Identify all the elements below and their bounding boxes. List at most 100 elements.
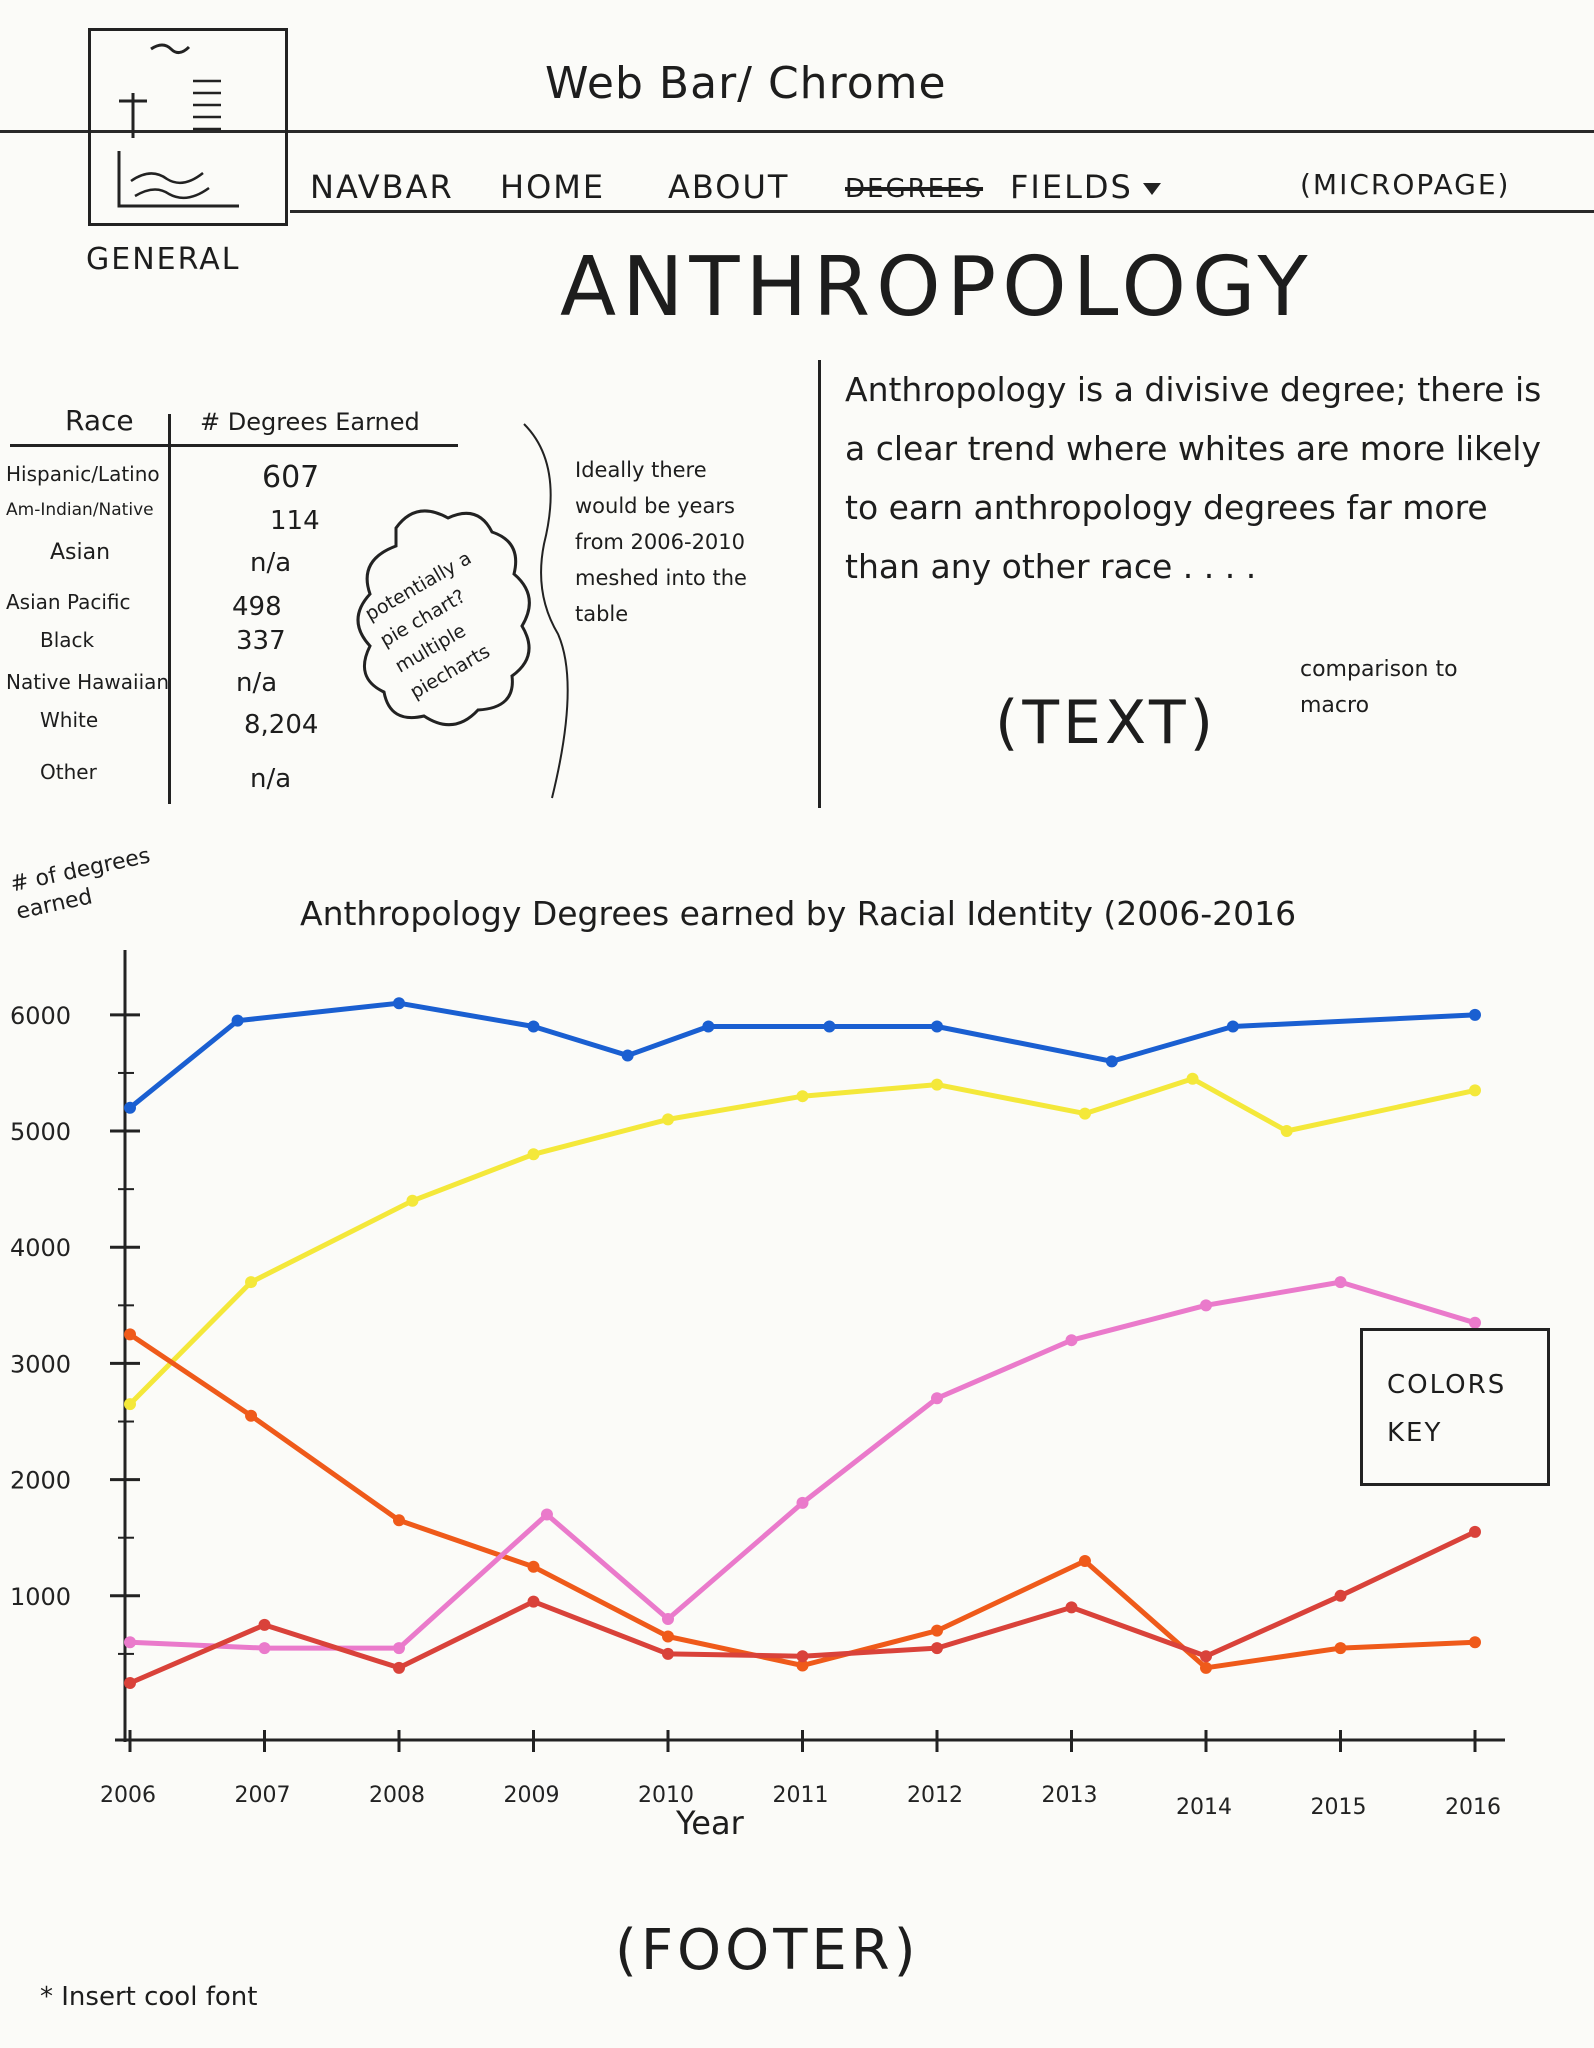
series-point-0 [1105, 1055, 1118, 1068]
series-point-0 [124, 1101, 136, 1114]
logo-sketch-icon [117, 43, 239, 208]
table-row-value: 498 [232, 592, 282, 622]
nav-struck-label: DEGREES [845, 174, 984, 204]
table-row-value: n/a [250, 764, 292, 794]
series-point-3 [1334, 1276, 1347, 1289]
series-point-0 [527, 1020, 540, 1033]
nav-home[interactable]: HOME [500, 168, 606, 206]
navbar-bottom-line [290, 210, 1594, 213]
table-row-value: 337 [236, 626, 286, 656]
y-tick-label: 3000 [10, 1350, 71, 1378]
series-point-1 [245, 1276, 258, 1289]
browser-top-line [0, 130, 1594, 133]
series-point-0 [393, 997, 405, 1010]
y-tick-label: 1000 [10, 1583, 71, 1611]
series-point-3 [1065, 1334, 1078, 1347]
series-point-2 [245, 1409, 258, 1422]
series-point-4 [527, 1595, 540, 1608]
y-tick-label: 5000 [10, 1118, 71, 1146]
x-tick-label: 2015 [1311, 1795, 1367, 1820]
series-point-0 [1226, 1020, 1239, 1033]
table-row-value: 607 [262, 460, 320, 495]
x-tick-label: 2014 [1176, 1795, 1232, 1820]
y-tick-label: 4000 [10, 1234, 71, 1262]
series-point-1 [1186, 1072, 1199, 1085]
legend-label: COLORS KEY [1387, 1370, 1507, 1448]
nav-fields-dropdown[interactable]: FIELDS [1010, 168, 1161, 206]
x-tick-label: 2008 [369, 1783, 425, 1808]
series-point-4 [393, 1661, 405, 1674]
series-point-2 [527, 1560, 540, 1573]
series-point-3 [393, 1642, 405, 1655]
table-row-race: Native Hawaiian [6, 670, 170, 694]
series-point-3 [258, 1642, 271, 1655]
table-row-value: n/a [250, 548, 292, 578]
series-point-2 [393, 1514, 405, 1527]
series-point-1 [124, 1398, 136, 1411]
chart-title: Anthropology Degrees earned by Racial Id… [300, 894, 1297, 933]
series-point-0 [702, 1020, 715, 1033]
table-row-race: Hispanic/Latino [6, 462, 160, 486]
x-tick-label: 2006 [100, 1783, 156, 1808]
series-point-3 [931, 1392, 943, 1405]
series-point-1 [406, 1194, 419, 1207]
page-title: ANTHROPOLOGY [560, 240, 1314, 335]
series-point-4 [1065, 1601, 1078, 1614]
table-row-value: 8,204 [244, 710, 319, 740]
series-point-3 [1469, 1316, 1481, 1329]
series-point-3 [662, 1613, 674, 1626]
x-tick-label: 2013 [1042, 1783, 1098, 1808]
series-point-0 [231, 1014, 244, 1027]
series-point-4 [1200, 1650, 1212, 1663]
series-point-2 [1078, 1554, 1091, 1567]
x-tick-label: 2016 [1445, 1795, 1501, 1820]
table-header-degrees: # Degrees Earned [200, 408, 420, 436]
browser-bar-label: Web Bar/ Chrome [545, 58, 947, 109]
series-point-3 [124, 1636, 136, 1649]
series-point-0 [823, 1020, 836, 1033]
x-tick-label: 2009 [504, 1783, 560, 1808]
table-row-race: Asian [50, 540, 111, 565]
series-point-4 [1334, 1589, 1347, 1602]
navbar-label: NAVBAR [310, 168, 454, 206]
series-line-3 [127, 1279, 1478, 1651]
color-key-legend: COLORS KEY [1360, 1328, 1550, 1486]
table-row-value: 114 [270, 506, 320, 536]
side-note: Ideally there would be years from 2006-2… [575, 458, 747, 626]
series-point-2 [124, 1328, 136, 1341]
series-point-0 [1469, 1008, 1481, 1021]
nav-about[interactable]: ABOUT [668, 168, 790, 206]
chevron-down-icon [1142, 183, 1161, 195]
series-point-4 [124, 1676, 136, 1689]
series-point-2 [662, 1630, 674, 1643]
table-header-race: Race [65, 404, 134, 437]
series-point-4 [931, 1642, 943, 1655]
x-tick-label: 2010 [638, 1783, 694, 1808]
table-header-rule [10, 444, 458, 447]
description-text: Anthropology is a divisive degree; there… [845, 370, 1542, 586]
series-point-1 [527, 1148, 540, 1161]
line-chart: 1000 2000 3000 4000 5000 6000 2006 2007 2008 2009… [10, 950, 1505, 1820]
series-point-2 [1334, 1642, 1347, 1655]
series-point-3 [1200, 1299, 1212, 1312]
series-point-2 [796, 1659, 809, 1672]
nav-micropage[interactable]: (MICROPAGE) [1300, 168, 1511, 201]
nav-fields-label: FIELDS [1010, 168, 1133, 206]
series-point-1 [1280, 1125, 1293, 1138]
y-tick-label: 2000 [10, 1467, 71, 1495]
thought-cloud-icon [356, 509, 531, 727]
table-row-race: White [40, 708, 99, 732]
chart-x-axis-label: Year [676, 1804, 744, 1842]
description-divider [818, 360, 821, 808]
x-tick-label: 2012 [907, 1783, 963, 1808]
table-row-race: Am-Indian/Native [6, 500, 154, 520]
logo[interactable] [88, 28, 288, 226]
table-row-value: n/a [236, 668, 278, 698]
series-point-4 [796, 1650, 809, 1663]
series-point-2 [931, 1624, 943, 1637]
x-tick-label: 2007 [235, 1783, 291, 1808]
series-point-2 [1469, 1636, 1481, 1649]
logo-caption: GENERAL [86, 242, 241, 277]
bracket-divider [523, 423, 569, 799]
table-column-divider [168, 414, 171, 804]
